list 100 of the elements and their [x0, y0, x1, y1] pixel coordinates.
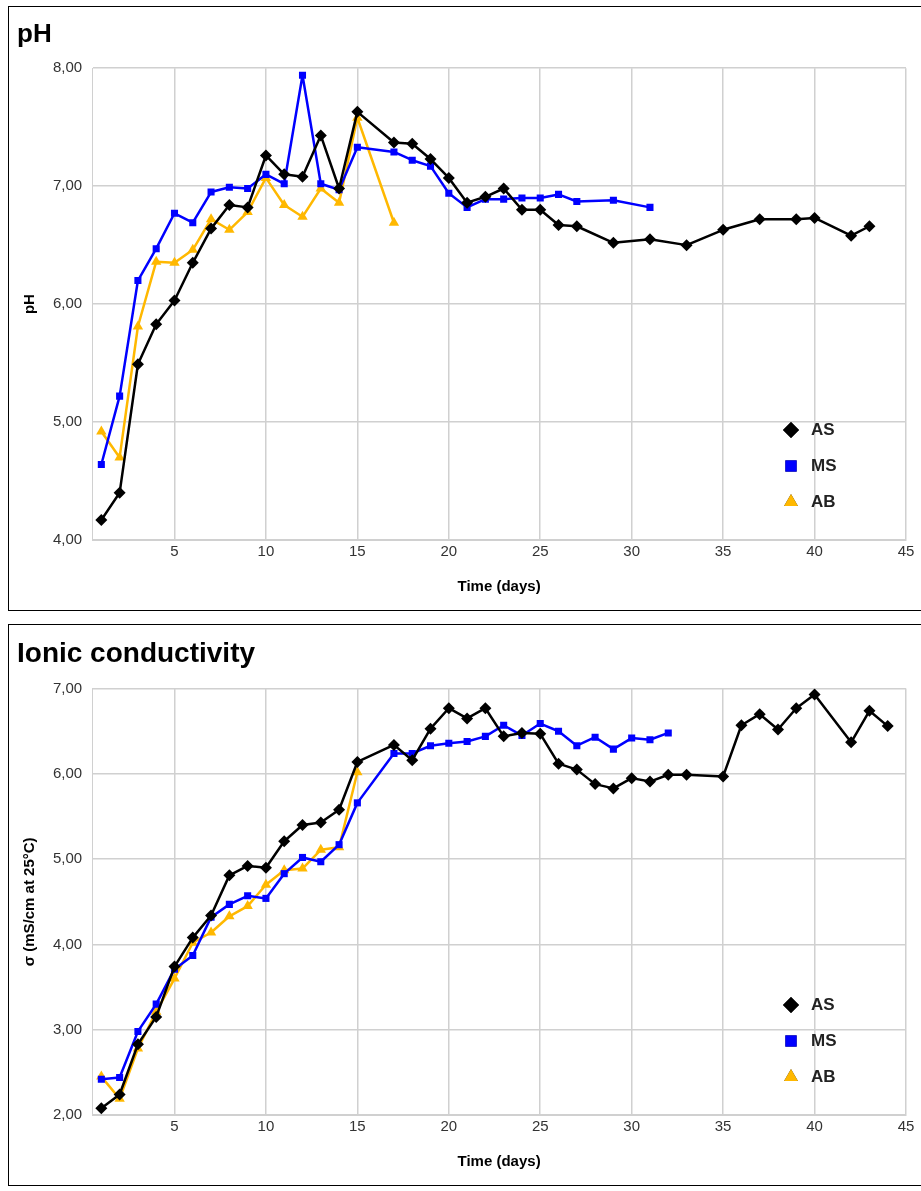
x-tick-label: 10: [257, 1117, 275, 1135]
point: [186, 931, 199, 944]
point: [426, 742, 435, 750]
point: [116, 392, 124, 400]
point: [189, 951, 197, 960]
point: [390, 749, 398, 757]
x-tick-label: 20: [440, 1117, 458, 1135]
y-tick-label: 8,00: [52, 58, 83, 76]
point: [279, 199, 290, 209]
point: [680, 239, 693, 252]
x-tick-label: 30: [623, 542, 641, 560]
point: [717, 223, 730, 236]
point: [863, 220, 876, 233]
point: [607, 236, 620, 249]
point: [497, 730, 510, 743]
point: [317, 180, 325, 188]
point: [753, 708, 766, 721]
x-axis-title: Time (days): [457, 577, 541, 595]
point: [280, 870, 288, 878]
chart-title: pH: [17, 17, 52, 48]
point: [224, 910, 235, 920]
point: [646, 736, 654, 744]
point: [113, 1088, 126, 1101]
point: [518, 194, 526, 202]
point: [534, 203, 547, 216]
point: [225, 900, 233, 908]
point: [95, 513, 108, 526]
point: [461, 712, 474, 725]
point: [845, 229, 858, 242]
point: [609, 745, 617, 753]
point: [241, 201, 254, 214]
point: [207, 188, 215, 196]
y-tick-label: 4,00: [52, 934, 83, 952]
point: [262, 894, 270, 902]
point: [406, 137, 419, 150]
point: [244, 184, 252, 193]
x-tick-label: 45: [897, 542, 915, 560]
point: [643, 233, 656, 246]
point: [134, 1027, 142, 1035]
point: [515, 726, 528, 739]
point: [223, 199, 236, 212]
point: [536, 194, 544, 202]
point: [298, 853, 307, 861]
point: [353, 799, 361, 807]
x-tick-label: 25: [531, 1117, 549, 1135]
y-tick-label: 6,00: [52, 764, 83, 782]
point: [534, 727, 547, 740]
point: [808, 212, 821, 224]
y-axis-title: pH: [20, 294, 38, 315]
point: [424, 153, 437, 166]
point: [205, 213, 217, 223]
y-tick-label: 5,00: [52, 849, 83, 867]
chart-title: Ionic conductivity: [17, 636, 256, 668]
point: [445, 739, 453, 747]
point: [242, 900, 253, 910]
y-tick-label: 2,00: [52, 1105, 83, 1123]
point: [315, 843, 326, 853]
x-tick-label: 20: [440, 542, 458, 560]
point: [259, 149, 272, 162]
point: [573, 197, 581, 206]
point: [280, 180, 288, 188]
point: [662, 768, 675, 781]
point: [260, 878, 272, 888]
point: [515, 203, 528, 216]
point: [500, 721, 508, 729]
point: [808, 688, 821, 701]
point: [643, 775, 656, 788]
point: [424, 722, 437, 735]
point: [497, 182, 510, 195]
point: [333, 803, 346, 816]
point: [552, 757, 565, 770]
x-tick-label: 15: [349, 1117, 366, 1135]
point: [241, 859, 254, 872]
point: [790, 702, 803, 715]
y-tick-label: 7,00: [52, 176, 83, 194]
x-tick-label: 15: [349, 542, 366, 560]
point: [351, 755, 364, 768]
point: [555, 190, 563, 198]
point: [278, 168, 291, 181]
x-tick-label: 45: [897, 1117, 915, 1135]
x-tick-label: 35: [714, 1117, 732, 1135]
x-tick-label: 10: [257, 542, 275, 560]
point: [333, 196, 345, 206]
point: [113, 486, 126, 499]
point: [607, 782, 620, 795]
point: [169, 256, 180, 266]
point: [205, 926, 217, 936]
point: [408, 156, 416, 164]
point: [479, 190, 492, 203]
legend-label: MS: [811, 455, 837, 475]
point: [387, 738, 400, 751]
legend-label: AB: [811, 491, 836, 511]
point: [224, 223, 235, 233]
point: [353, 143, 361, 151]
point: [646, 203, 654, 211]
point: [169, 972, 180, 982]
y-tick-label: 3,00: [52, 1019, 83, 1037]
point: [351, 105, 364, 118]
point: [97, 1075, 105, 1083]
point: [150, 318, 163, 331]
